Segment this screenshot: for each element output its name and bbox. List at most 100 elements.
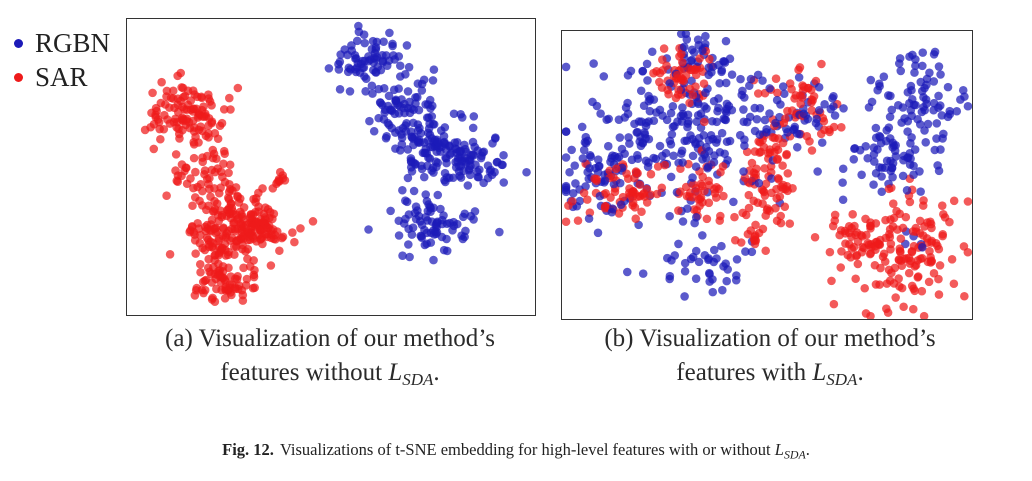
point-b-rgbn [678, 158, 687, 167]
point-b-sar [910, 262, 920, 271]
point-b-sar [781, 114, 790, 123]
point-b-sar [836, 263, 846, 272]
point-b-sar [807, 146, 817, 155]
point-b-sar [879, 249, 889, 259]
point-a-sar [171, 166, 180, 175]
point-b-sar [699, 79, 709, 88]
point-a-rgbn [495, 227, 504, 237]
point-b-rgbn [871, 133, 881, 143]
scatter-plot-b [561, 30, 973, 320]
point-a-sar [290, 237, 299, 247]
point-a-sar [236, 221, 246, 230]
point-a-sar [238, 290, 248, 300]
point-a-sar [149, 144, 159, 154]
point-b-rgbn [615, 133, 625, 142]
loss-symbol-a: LSDA [388, 359, 433, 389]
point-a-rgbn [394, 84, 403, 93]
point-b-sar [691, 70, 701, 80]
point-b-sar [827, 276, 836, 286]
point-b-sar [649, 68, 658, 78]
point-b-rgbn [929, 98, 939, 108]
point-b-rgbn [829, 91, 838, 101]
point-b-rgbn [562, 153, 571, 162]
point-a-rgbn [397, 140, 407, 149]
point-b-rgbn [817, 138, 827, 147]
point-a-sar [195, 259, 205, 269]
point-b-rgbn [930, 145, 940, 155]
point-b-rgbn [632, 128, 642, 137]
point-b-rgbn [945, 109, 955, 119]
point-b-rgbn [887, 105, 897, 115]
point-b-rgbn [647, 47, 657, 57]
point-b-sar [850, 221, 859, 231]
point-a-rgbn [422, 196, 432, 206]
point-a-rgbn [429, 255, 438, 265]
point-a-rgbn [433, 190, 443, 200]
point-a-rgbn [399, 219, 409, 228]
point-b-rgbn [746, 74, 756, 84]
point-b-sar [935, 261, 945, 270]
point-a-sar [230, 284, 240, 294]
point-b-sar [896, 234, 906, 243]
point-a-sar [246, 210, 256, 220]
subcaption-b-line2: features with LSDA. [550, 356, 990, 397]
point-b-rgbn [658, 111, 667, 120]
point-b-sar [638, 190, 647, 200]
point-a-rgbn [378, 58, 388, 67]
point-b-rgbn [667, 130, 677, 139]
point-b-rgbn [760, 115, 770, 125]
point-a-sar [250, 283, 259, 292]
point-b-sar [934, 290, 944, 299]
point-a-rgbn [469, 112, 479, 121]
point-b-rgbn [704, 255, 713, 265]
point-b-rgbn [705, 269, 714, 279]
point-a-rgbn [419, 172, 429, 182]
point-b-rgbn [636, 86, 646, 96]
point-b-rgbn [902, 186, 912, 195]
point-b-sar [835, 230, 844, 240]
point-b-rgbn [670, 251, 680, 260]
point-b-sar [655, 77, 664, 87]
point-b-rgbn [565, 167, 574, 177]
point-b-rgbn [952, 106, 962, 116]
point-b-rgbn [693, 110, 703, 120]
point-b-sar [771, 74, 781, 83]
point-b-rgbn [891, 141, 900, 150]
point-b-sar [761, 246, 770, 256]
point-a-rgbn [442, 145, 451, 154]
subcaption-b-prefix: features with [676, 359, 813, 386]
point-b-rgbn [581, 182, 590, 191]
point-b-rgbn [920, 83, 929, 93]
point-a-rgbn [367, 81, 377, 91]
point-b-sar [610, 187, 620, 197]
point-b-sar [579, 188, 589, 198]
point-a-sar [188, 201, 197, 211]
point-a-sar [200, 169, 209, 179]
point-b-rgbn [698, 46, 707, 56]
point-b-rgbn [918, 48, 928, 57]
point-b-rgbn [722, 276, 731, 286]
point-b-sar [744, 190, 754, 200]
point-b-rgbn [710, 151, 719, 160]
point-b-rgbn [614, 115, 624, 124]
point-b-rgbn [589, 59, 598, 68]
point-a-rgbn [403, 87, 413, 96]
point-b-rgbn [721, 78, 731, 88]
point-a-sar [224, 226, 233, 236]
point-a-sar [242, 274, 252, 284]
point-b-rgbn [906, 105, 916, 115]
point-b-rgbn [820, 100, 829, 109]
point-a-sar [163, 115, 172, 124]
point-b-rgbn [638, 67, 647, 76]
point-a-rgbn [449, 217, 458, 227]
point-b-rgbn [722, 99, 732, 109]
point-b-sar [929, 268, 939, 278]
point-b-sar [895, 246, 905, 256]
point-b-rgbn [674, 239, 683, 249]
point-a-sar [204, 94, 213, 103]
point-b-sar [695, 54, 704, 63]
point-a-rgbn [453, 137, 462, 147]
point-b-rgbn [636, 141, 646, 151]
point-a-sar [156, 135, 165, 144]
point-a-sar [156, 98, 166, 108]
